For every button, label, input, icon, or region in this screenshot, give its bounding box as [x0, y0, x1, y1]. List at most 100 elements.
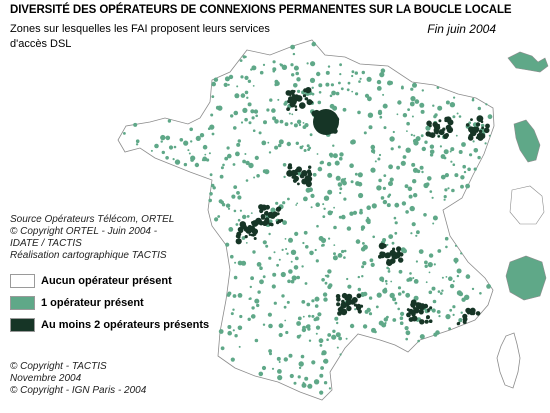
- coverage-dot: [230, 114, 234, 118]
- coverage-dot: [327, 189, 333, 195]
- coverage-dot: [434, 332, 438, 335]
- coverage-dot: [351, 74, 354, 78]
- coverage-dot: [434, 113, 438, 117]
- coverage-dot: [294, 256, 299, 261]
- coverage-dot: [445, 100, 450, 105]
- coverage-dot: [267, 312, 272, 317]
- coverage-dot: [427, 176, 432, 181]
- coverage-dot: [297, 89, 301, 93]
- coverage-dot: [386, 203, 391, 208]
- coverage-dot: [277, 98, 280, 101]
- coverage-dot: [250, 276, 255, 281]
- coverage-dot: [335, 91, 340, 96]
- coverage-dot: [223, 82, 228, 87]
- coverage-dot: [302, 381, 305, 384]
- coverage-dot: [250, 68, 253, 71]
- coverage-dot: [293, 65, 299, 71]
- coverage-dot: [288, 112, 291, 115]
- coverage-dot: [247, 102, 252, 107]
- coverage-dot: [277, 375, 283, 381]
- coverage-dot: [389, 136, 395, 142]
- coverage-dot: [302, 325, 306, 330]
- coverage-dot: [295, 71, 300, 76]
- coverage-dot: [271, 284, 276, 289]
- coverage-dot: [237, 218, 241, 222]
- coverage-dot: [429, 153, 434, 157]
- multi-operator-dot: [299, 173, 305, 179]
- coverage-dot: [188, 152, 191, 155]
- multi-operator-dot: [481, 126, 484, 130]
- coverage-dot: [468, 121, 472, 125]
- coverage-dot: [234, 334, 238, 338]
- coverage-dot: [165, 156, 169, 160]
- multi-operator-dot: [239, 229, 244, 233]
- coverage-dot: [302, 125, 307, 129]
- coverage-dot: [327, 172, 333, 178]
- coverage-dot: [394, 221, 398, 225]
- multi-operator-dot: [308, 165, 312, 169]
- coverage-dot: [311, 299, 315, 303]
- coverage-dot: [277, 369, 282, 374]
- coverage-dot: [256, 174, 260, 178]
- coverage-dot: [299, 334, 302, 337]
- coverage-dot: [275, 201, 279, 205]
- coverage-dot: [407, 108, 410, 111]
- coverage-dot: [221, 203, 226, 207]
- coverage-dot: [218, 199, 223, 204]
- multi-operator-dot: [386, 259, 393, 267]
- coverage-dot: [308, 146, 312, 150]
- coverage-dot: [387, 80, 392, 86]
- coverage-dot: [298, 366, 302, 370]
- coverage-dot: [449, 102, 456, 108]
- coverage-dot: [319, 373, 324, 378]
- multi-operator-dot: [304, 97, 309, 101]
- coverage-dot: [233, 110, 239, 116]
- coverage-dot: [233, 185, 238, 190]
- multi-operator-dot: [305, 177, 309, 181]
- coverage-dot: [425, 281, 428, 284]
- multi-operator-dot: [250, 233, 253, 237]
- coverage-dot: [372, 235, 376, 239]
- coverage-dot: [211, 81, 216, 87]
- coverage-dot: [456, 290, 462, 296]
- coverage-dot: [438, 315, 441, 318]
- coverage-dot: [323, 207, 326, 210]
- coverage-dot: [232, 329, 235, 332]
- coverage-dot: [350, 180, 354, 184]
- coverage-dot: [443, 156, 447, 160]
- coverage-dot: [320, 366, 324, 370]
- coverage-dot: [429, 190, 433, 193]
- multi-operator-dot: [438, 119, 442, 123]
- coverage-dot: [429, 149, 435, 155]
- coverage-dot: [236, 142, 241, 147]
- coverage-dot: [362, 261, 367, 266]
- coverage-dot: [456, 268, 462, 274]
- coverage-dot: [280, 63, 283, 67]
- coverage-dot: [190, 140, 193, 143]
- multi-operator-dot: [428, 319, 433, 324]
- coverage-dot: [394, 231, 398, 235]
- coverage-dot: [404, 326, 409, 331]
- coverage-dot: [379, 72, 385, 78]
- coverage-dot: [281, 64, 288, 71]
- coverage-dot: [308, 314, 311, 318]
- coverage-dot: [366, 205, 372, 210]
- coverage-dot: [319, 344, 323, 347]
- legend-swatch-one: [10, 295, 35, 310]
- coverage-dot: [322, 215, 326, 219]
- coverage-dot: [335, 332, 341, 338]
- coverage-dot: [450, 160, 453, 163]
- coverage-dot: [394, 202, 400, 208]
- multi-operator-dot: [286, 170, 293, 177]
- coverage-dot: [333, 252, 336, 256]
- coverage-dot: [406, 278, 411, 282]
- coverage-dot: [315, 325, 321, 330]
- coverage-dot: [209, 173, 213, 177]
- coverage-dot: [308, 339, 312, 342]
- coverage-dot: [392, 318, 397, 322]
- coverage-dot: [378, 109, 382, 114]
- coverage-dot: [410, 87, 414, 91]
- coverage-dot: [244, 117, 248, 122]
- multi-operator-dot: [265, 210, 269, 214]
- coverage-dot: [319, 161, 323, 165]
